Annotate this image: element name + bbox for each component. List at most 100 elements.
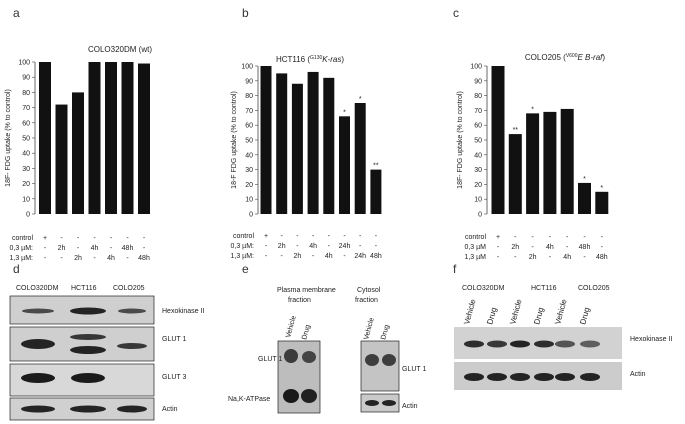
table-cell-a-2-4: 4h [107,255,115,262]
band-f-1-1 [487,340,507,348]
y-tick-label-b-5: 50 [245,138,253,145]
table-cell-b-0-5: - [343,233,346,240]
y-tick-label-b-4: 40 [245,152,253,159]
table-cell-b-2-2: 2h [294,253,302,260]
band-e-cy-2 [382,354,396,366]
y-tick-label-a-7: 70 [22,105,30,112]
y-tick-label-c-7: 70 [474,108,482,115]
bar-b-5 [339,116,350,214]
table-cell-a-1-3: 4h [91,245,99,252]
y-tick-label-b-2: 20 [245,182,253,189]
table-cell-c-2-4: 4h [563,254,571,261]
table-cell-c-0-0: + [496,234,500,241]
table-row-label-a-2: 1,3 µM: [10,255,34,262]
table-cell-b-2-1: - [281,253,284,260]
blot-e-cy-1 [360,340,400,392]
band-f-1-0 [464,340,484,348]
y-tick-label-a-4: 40 [22,151,30,158]
significance-b-7: ** [373,163,379,170]
y-axis-label-c: 18F- FDG uptake (% to control) [457,91,464,189]
table-cell-b-1-4: - [328,243,331,250]
band-f-2-2 [510,373,530,381]
table-cell-a-2-0: - [44,255,47,262]
blot-e-cy-2 [360,393,400,413]
table-cell-b-1-1: 2h [278,243,286,250]
band-d-3-2 [71,373,105,383]
bar-c-5 [578,182,591,214]
table-cell-b-2-0: - [265,253,268,260]
y-tick-label-c-1: 10 [474,197,482,204]
bar-c-4 [560,108,574,214]
table-row-label-b-0: control [233,233,254,240]
blot-e-pm [277,340,321,414]
bar-b-4 [323,77,335,214]
table-cell-b-1-2: - [296,243,299,250]
bar-c-2 [526,113,540,214]
table-row-label-c-2: 1,3 µM [464,254,486,261]
band-e-cy-3 [365,400,379,406]
lane-e-pm-1: Vehicle [285,315,298,339]
bar-b-3 [307,71,319,214]
lane-e-cy-1: Vehicle [363,317,376,341]
significance-b-5: * [343,109,346,116]
lane-f-1: Drug [485,306,498,325]
table-cell-a-2-6: 48h [138,255,150,262]
table-cell-b-0-1: - [281,233,284,240]
table-row-label-a-1: 0,3 µM: [10,245,34,252]
table-cell-b-2-5: - [343,253,346,260]
y-tick-label-c-3: 30 [474,167,482,174]
panel-letter-f: f [453,262,457,276]
band-e-cy-4 [382,400,396,406]
table-cell-c-1-5: 48h [579,244,591,251]
table-cell-c-1-6: - [601,244,604,251]
bar-b-2 [291,83,303,214]
band-f-1-3 [534,340,554,348]
table-cell-a-2-3: - [93,255,96,262]
significance-b-6: * [359,96,362,103]
band-e-pm-3 [283,389,299,403]
significance-c-5: * [583,176,586,183]
bar-b-0 [260,66,272,214]
bar-b-7 [370,169,382,214]
table-cell-c-0-2: - [531,234,534,241]
table-row-label-a-0: control [12,235,33,242]
table-cell-b-0-6: - [359,233,362,240]
significance-c-2: * [531,106,534,113]
table-cell-c-0-3: - [549,234,552,241]
band-f-1-5 [580,340,600,348]
y-tick-label-b-1: 10 [245,197,253,204]
band-d-2-2 [70,334,106,340]
table-cell-a-2-5: - [126,255,129,262]
band-d-4-1 [21,405,55,413]
table-cell-a-2-1: - [60,255,63,262]
table-cell-b-1-6: - [359,243,362,250]
band-f-1-4 [555,340,575,348]
y-tick-label-b-10: 100 [241,64,253,71]
y-tick-label-c-10: 100 [470,64,482,71]
lane-e-pm-2: Drug [301,324,312,341]
band-d-2-1 [21,339,55,349]
bar-a-5 [121,62,134,214]
y-tick-label-b-7: 70 [245,108,253,115]
table-cell-b-2-4: 4h [325,253,333,260]
band-e-pm-4 [301,389,317,403]
bar-a-3 [88,62,101,214]
panel-letter-e: e [242,262,249,276]
y-tick-label-c-6: 60 [474,123,482,130]
table-cell-a-1-1: 2h [58,245,66,252]
table-cell-a-1-4: - [110,245,113,252]
table-cell-c-2-3: - [549,254,552,261]
table-cell-a-0-6: - [143,235,146,242]
y-tick-label-b-3: 30 [245,167,253,174]
bar-b-1 [276,73,288,215]
chart-title-c: COLO205 (V600E B-raf) [525,53,606,62]
bar-c-1 [508,134,522,214]
table-cell-a-0-3: - [93,235,96,242]
table-row-label-b-1: 0,3 µM: [231,243,255,250]
y-tick-label-b-0: 0 [249,212,253,219]
y-axis-label-b: 18-F FDG uptake (% to control) [231,91,238,189]
table-cell-c-1-2: - [531,244,534,251]
band-d-3-1 [21,373,55,383]
table-cell-b-1-0: - [265,243,268,250]
bar-a-6 [138,63,150,214]
